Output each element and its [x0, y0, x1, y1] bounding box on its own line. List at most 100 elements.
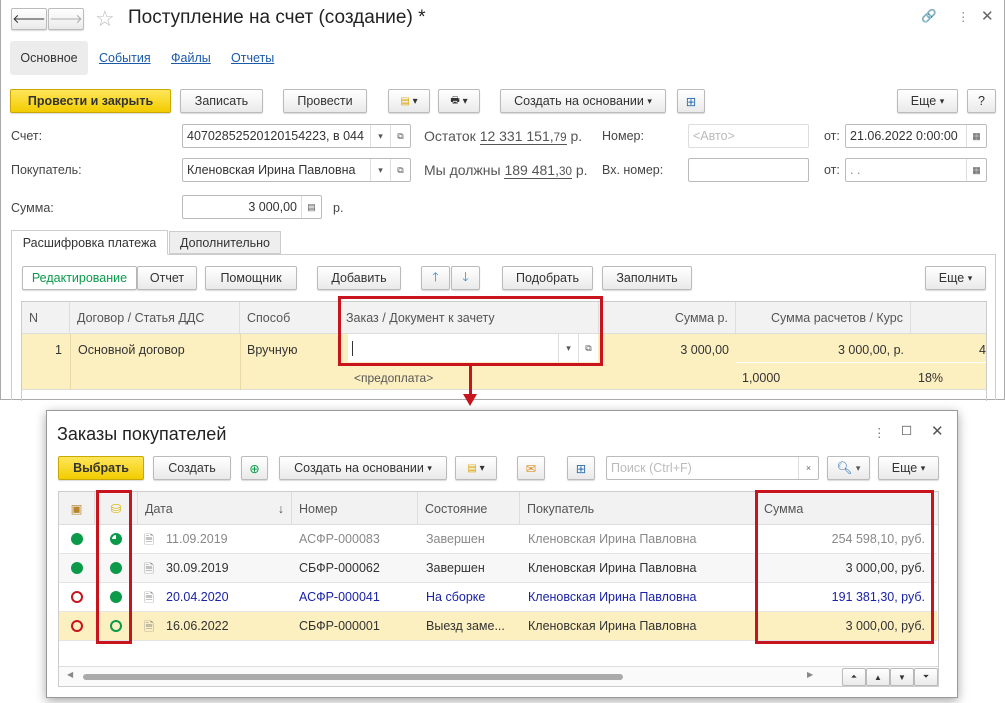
order-sum: 3 000,00, руб.: [845, 561, 925, 575]
tab-main[interactable]: Основное: [10, 41, 88, 75]
dropdown-icon[interactable]: ▾: [370, 159, 390, 181]
order-status: Выезд заме...: [426, 619, 505, 633]
back-button[interactable]: 🡐: [11, 8, 47, 30]
post-button[interactable]: Провести: [283, 89, 367, 113]
column-status[interactable]: Состояние: [418, 492, 520, 525]
favorite-star-icon[interactable]: ☆: [95, 6, 115, 31]
print-dropdown[interactable]: 🖶 ▾: [438, 89, 480, 113]
scroll-last-button[interactable]: ⏷: [914, 668, 938, 686]
order-status: На сборке: [426, 590, 486, 604]
payment-partial-icon: [110, 533, 122, 545]
payment-status-icon[interactable]: ⛁: [95, 492, 138, 525]
open-icon[interactable]: ⧉: [578, 334, 598, 362]
tab-files[interactable]: Файлы: [171, 51, 211, 65]
move-down-button[interactable]: 🡓: [451, 266, 480, 290]
in-number-field[interactable]: [688, 158, 809, 182]
post-and-close-button[interactable]: Провести и закрыть: [10, 89, 171, 113]
tab-events[interactable]: События: [99, 51, 151, 65]
select-button[interactable]: Выбрать: [58, 456, 144, 480]
copy-add-icon[interactable]: ⊕: [241, 456, 268, 480]
balance-value: 12 331 151,: [479, 128, 554, 144]
search-options-dropdown[interactable]: 🔍︎ ▾: [827, 456, 870, 480]
table-row[interactable]: 1 Основной договор Вручную ▾ ⧉ <предоплат…: [22, 334, 986, 390]
attachments-dropdown[interactable]: ▤ ▾: [455, 456, 497, 480]
link-icon[interactable]: 🔗: [921, 9, 937, 23]
column-settle-sum[interactable]: Сумма расчетов / Курс: [736, 302, 911, 334]
close-icon[interactable]: ✕: [981, 8, 994, 25]
scroll-first-button[interactable]: ⏶: [842, 668, 866, 686]
add-button[interactable]: Добавить: [317, 266, 401, 290]
scroll-right-icon[interactable]: ▶: [807, 670, 814, 679]
email-icon[interactable]: ✉: [517, 456, 545, 480]
panel-border: [995, 254, 996, 400]
save-button[interactable]: Записать: [180, 89, 263, 113]
structure-icon[interactable]: ⊞: [567, 456, 595, 480]
scroll-left-icon[interactable]: ◀: [67, 670, 74, 679]
create-based-on-button[interactable]: Создать на основании ▾: [500, 89, 666, 113]
pick-button[interactable]: Подобрать: [502, 266, 593, 290]
table-more-button[interactable]: Еще ▾: [925, 266, 986, 290]
clear-icon[interactable]: ×: [798, 457, 818, 479]
close-icon[interactable]: ✕: [931, 423, 944, 440]
table-row[interactable]: 🗎 30.09.2019 СБФР-000062 Завершен Кленов…: [59, 554, 937, 583]
account-field[interactable]: 40702852520120154223, в 044 ▾ ⧉: [182, 124, 411, 148]
open-icon[interactable]: ⧉: [390, 125, 410, 147]
structure-icon[interactable]: ⊞: [677, 89, 705, 113]
dropdown-icon[interactable]: ▾: [558, 334, 578, 362]
more-button[interactable]: Еще ▾: [897, 89, 958, 113]
move-up-button[interactable]: 🡑: [421, 266, 450, 290]
create-based-on-label: Создать на основании: [514, 94, 644, 108]
fill-button[interactable]: Заполнить: [602, 266, 692, 290]
dropdown-icon[interactable]: ▾: [370, 125, 390, 147]
column-method[interactable]: Способ: [240, 302, 339, 334]
search-input[interactable]: Поиск (Ctrl+F) ×: [606, 456, 819, 480]
in-date-field[interactable]: . . ▦: [845, 158, 987, 182]
scroll-down-button[interactable]: ▼: [890, 668, 914, 686]
table-row[interactable]: 🗎 11.09.2019 АСФР-000083 Завершен Кленов…: [59, 525, 937, 554]
table-row[interactable]: 🗎 16.06.2022 СБФР-000001 Выезд заме... К…: [59, 612, 937, 641]
sum-field[interactable]: 3 000,00 ▤: [182, 195, 322, 219]
column-n[interactable]: N: [22, 302, 70, 334]
owe-link[interactable]: 189 481,30: [504, 162, 572, 179]
edit-mode-button[interactable]: Редактирование: [22, 266, 137, 290]
open-icon[interactable]: ⧉: [390, 159, 410, 181]
report-mode-button[interactable]: Отчет: [137, 266, 197, 290]
column-contract[interactable]: Договор / Статья ДДС: [70, 302, 240, 334]
balance-link[interactable]: 12 331 151,79: [479, 128, 567, 145]
shipment-status-icon[interactable]: ▣: [59, 492, 95, 525]
create-button[interactable]: Создать: [153, 456, 231, 480]
maximize-icon[interactable]: ☐: [901, 424, 913, 438]
help-button[interactable]: ?: [967, 89, 996, 113]
buyer-label: Покупатель:: [11, 163, 82, 177]
more-menu-icon[interactable]: ⋮: [957, 10, 970, 24]
order-input[interactable]: ▾ ⧉: [348, 334, 598, 362]
column-buyer[interactable]: Покупатель: [520, 492, 757, 525]
more-menu-icon[interactable]: ⋮: [873, 426, 886, 440]
calendar-icon[interactable]: ▦: [966, 125, 986, 147]
calendar-icon[interactable]: ▦: [966, 159, 986, 181]
column-date[interactable]: Дата ↓: [138, 492, 292, 525]
horizontal-scrollbar[interactable]: [83, 674, 623, 680]
popup-more-button[interactable]: Еще ▾: [878, 456, 939, 480]
number-field[interactable]: <Авто>: [688, 124, 809, 148]
column-sum[interactable]: Сумма: [757, 492, 938, 525]
row-method[interactable]: Вручную: [247, 343, 298, 357]
subtab-payment-details[interactable]: Расшифровка платежа: [11, 230, 168, 255]
date-field[interactable]: 21.06.2022 0:00:00 ▦: [845, 124, 987, 148]
column-sum[interactable]: Сумма р.: [599, 302, 736, 334]
table-footer: ◀ ▶ ⏶ ▲ ▼ ⏷: [59, 666, 938, 686]
forward-button[interactable]: 🡒: [48, 8, 84, 30]
create-based-on-button[interactable]: Создать на основании ▾: [279, 456, 447, 480]
orders-table: ▣ ⛁ Дата ↓ Номер Состояние Покупатель Сум…: [58, 491, 939, 687]
scroll-up-button[interactable]: ▲: [866, 668, 890, 686]
column-order[interactable]: Заказ / Документ к зачету: [339, 302, 599, 334]
calculator-icon[interactable]: ▤: [301, 196, 321, 218]
tab-reports[interactable]: Отчеты: [231, 51, 275, 65]
buyer-field[interactable]: Кленовская Ирина Павловна ▾ ⧉: [182, 158, 411, 182]
column-number[interactable]: Номер: [292, 492, 418, 525]
subtab-additional[interactable]: Дополнительно: [169, 231, 281, 254]
row-contract[interactable]: Основной договор: [78, 343, 185, 357]
assistant-button[interactable]: Помощник: [205, 266, 297, 290]
table-row[interactable]: 🗎 20.04.2020 АСФР-000041 На сборке Клено…: [59, 583, 937, 612]
attachments-dropdown[interactable]: ▤ ▾: [388, 89, 430, 113]
